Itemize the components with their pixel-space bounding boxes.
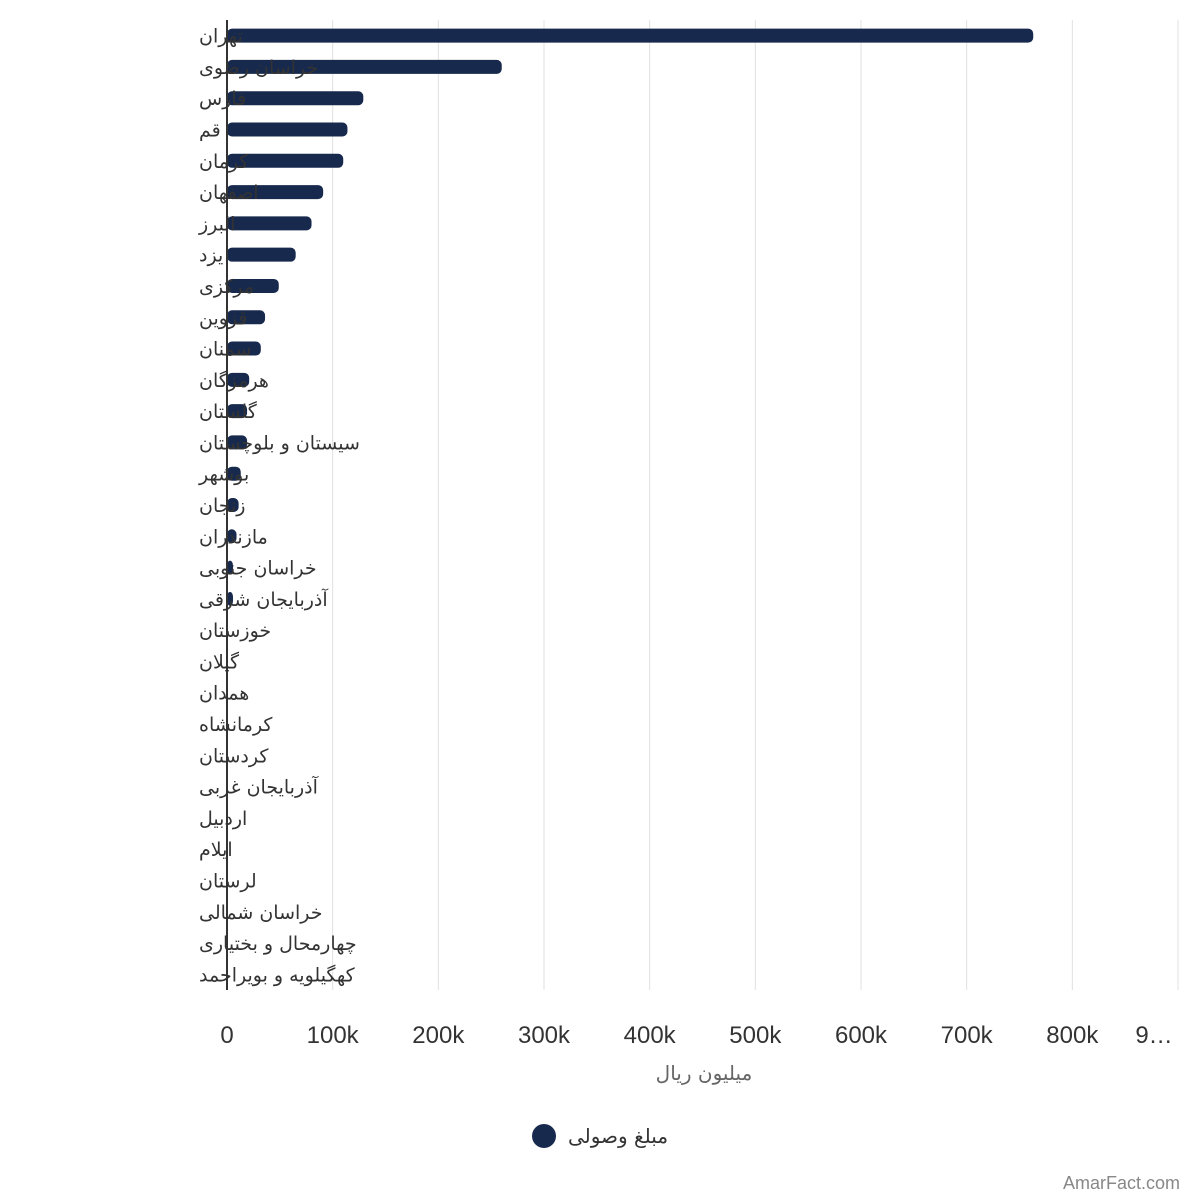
x-tick-label: 500k [729,1022,782,1049]
category-label: کردستان [199,745,269,767]
category-label: خراسان رضوی [199,57,318,79]
bar[interactable] [227,404,248,419]
bar[interactable] [227,310,266,325]
x-tick-label: 200k [412,1022,465,1049]
bar[interactable] [227,591,233,606]
bar[interactable] [227,122,348,137]
category-label: فارس [199,88,246,110]
category-label: البرز [198,213,235,235]
category-label: خراسان جنوبی [199,558,317,580]
category-label: کهگیلویه و بویراحمد [199,963,356,986]
category-label: مازندران [199,526,268,548]
category-label: همدان [199,683,249,705]
category-label: زنجان [199,495,245,517]
category-label: آذربایجان غربی [199,775,319,799]
x-tick-label: 9… [1135,1022,1172,1049]
legend-marker-icon [531,1124,556,1148]
bar-series [227,28,1034,606]
x-tick-label: 800k [1046,1022,1099,1049]
category-label: یزد [199,245,223,267]
x-tick-label: 400k [624,1022,677,1049]
x-tick-label: 100k [307,1022,360,1049]
bar[interactable] [227,216,312,231]
bar[interactable] [227,28,1034,43]
category-label: آذربایجان شرقی [199,587,328,611]
bar[interactable] [227,341,261,356]
category-label: تهران [199,26,243,48]
bar[interactable] [227,529,237,544]
bar[interactable] [227,91,364,106]
bar[interactable] [227,435,248,450]
bar[interactable] [227,247,296,262]
credit-watermark[interactable]: AmarFact.com [1062,1173,1180,1193]
category-label: اصفهان [199,182,259,204]
category-label: قزوین [199,307,248,329]
category-label: قم [199,120,221,142]
category-label: مرکزی [199,276,254,298]
x-tick-labels: 0 100k 200k 300k 400k 500k 600k 700k 800k 9… [220,1022,1172,1049]
legend-label: مبلغ وصولی [567,1124,669,1148]
category-label: اردبیل [199,808,247,830]
bar[interactable] [227,185,324,200]
bar[interactable] [227,498,239,512]
x-tick-label: 700k [941,1022,994,1049]
category-label: گیلان [199,650,240,673]
category-label: خراسان شمالی [199,902,323,924]
category-label: چهارمحال و بختیاری [199,933,357,955]
bar[interactable] [227,466,241,481]
category-label: هرمزگان [199,369,269,392]
grid-lines [332,20,1179,990]
category-label: بوشهر [198,464,249,486]
bar[interactable] [227,560,233,575]
category-label: سیستان و بلوچستان [199,432,360,454]
legend[interactable]: مبلغ وصولی [0,1124,1200,1148]
category-label: خوزستان [199,620,271,642]
category-label: گلستان [199,400,258,423]
category-label: ایلام [199,839,233,861]
bar[interactable] [227,278,279,293]
bar[interactable] [227,59,502,74]
category-label: کرمانشاه [199,714,273,736]
bar[interactable] [227,153,344,168]
x-tick-label: 0 [220,1022,233,1049]
category-label: کرمان [199,151,249,173]
category-label: لرستان [199,870,257,892]
x-axis-title: میلیون ریال [656,1061,753,1085]
bar[interactable] [227,372,250,387]
x-tick-label: 300k [518,1022,571,1049]
category-label: سمنان [199,339,251,361]
x-tick-label: 600k [835,1022,888,1049]
category-labels: تهران خراسان رضوی فارس قم کرمان اصفهان البرز یز… [198,26,360,987]
